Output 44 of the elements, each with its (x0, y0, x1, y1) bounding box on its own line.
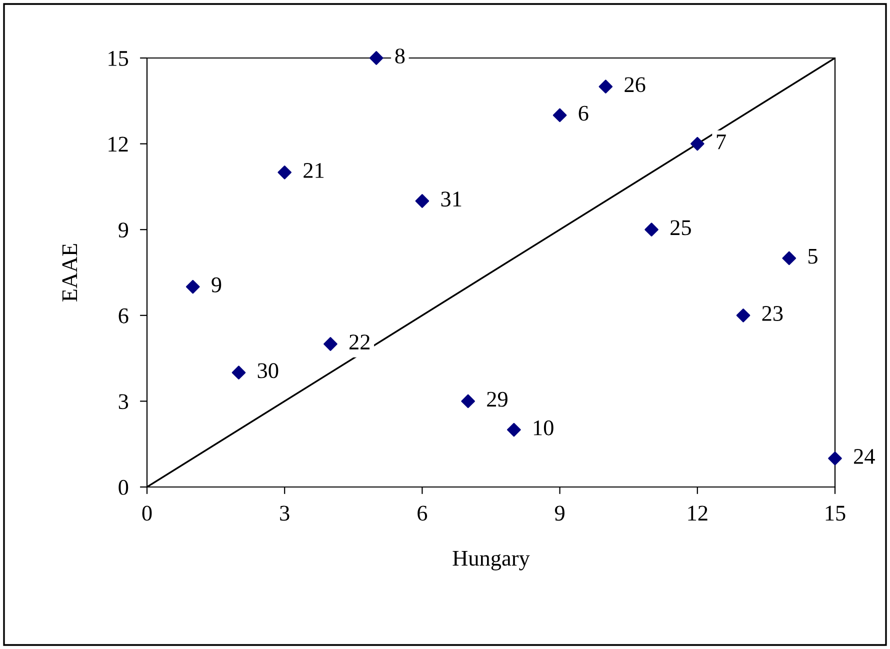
x-tick-label: 3 (280, 506, 290, 521)
point (598, 80, 613, 94)
annotation: 9 (212, 277, 222, 292)
annotation: 22 (350, 334, 370, 350)
annotation: 25 (670, 220, 691, 236)
point (232, 366, 246, 380)
x-tick-label: 15 (826, 506, 846, 521)
point (828, 451, 842, 466)
point (415, 194, 430, 208)
point (507, 422, 521, 437)
point (324, 337, 338, 351)
point (186, 280, 200, 294)
y-tick-label: 15 (108, 51, 128, 66)
x-tick-label: 0 (142, 506, 152, 521)
annotation: 24 (854, 449, 875, 464)
y-tick-label: 0 (118, 480, 128, 495)
point (461, 394, 475, 408)
point (736, 308, 750, 322)
annotation: 21 (304, 163, 324, 178)
annotation: 6 (578, 106, 588, 121)
annotation: 31 (441, 192, 462, 207)
point (278, 165, 292, 180)
annotation: 8 (395, 48, 405, 64)
y-tick-label: 3 (118, 394, 128, 410)
annotation: 10 (534, 420, 554, 436)
annotation: 26 (624, 77, 646, 92)
x-axis-title: Hungary (452, 551, 530, 570)
point (369, 51, 384, 65)
y-tick-label: 9 (118, 222, 128, 238)
y-tick-label: 6 (118, 308, 128, 324)
annotation: 7 (716, 134, 726, 150)
x-tick-label: 6 (418, 506, 428, 521)
x-tick-label: 9 (554, 506, 564, 521)
point (552, 108, 567, 122)
y-axis-title: EAAE (62, 244, 77, 302)
point (690, 136, 704, 151)
y-tick-label: 12 (108, 136, 128, 152)
annotation: 23 (762, 306, 783, 321)
point (644, 222, 658, 237)
point (782, 251, 796, 266)
x-tick-label: 12 (688, 506, 708, 520)
annotation: 5 (808, 248, 818, 264)
annotation: 30 (258, 363, 278, 378)
annotation: 29 (487, 392, 508, 407)
